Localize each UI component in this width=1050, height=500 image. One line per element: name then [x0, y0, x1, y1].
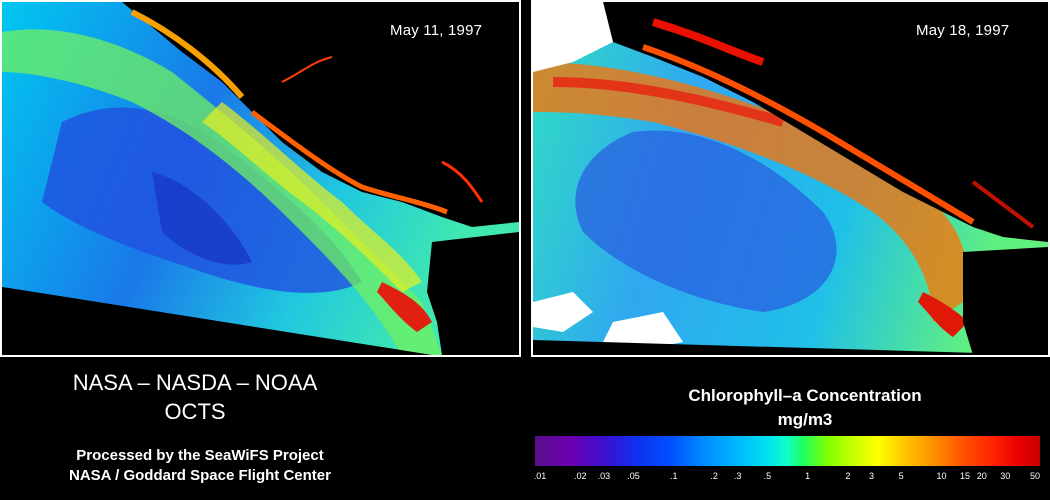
processed-by-text: Processed by the SeaWiFS Project: [76, 447, 324, 464]
tick-label: 50: [1029, 471, 1041, 481]
date-label-right: May 18, 1997: [916, 22, 1010, 39]
tick-label: 2: [845, 471, 851, 481]
tick-label: 10: [936, 471, 947, 481]
chlorophyll-map-may-11: [2, 2, 519, 355]
sensor-title: OCTS: [164, 399, 226, 424]
date-label-left: May 11, 1997: [390, 22, 483, 39]
color-scale-bar: [535, 436, 1040, 466]
tick-label: .03: [597, 471, 611, 481]
tick-label: .3: [733, 471, 742, 481]
legend-title: Chlorophyll–a Concentration: [688, 386, 922, 405]
legend-unit: mg/m3: [777, 410, 833, 429]
tick-label: .02: [574, 471, 587, 481]
center-text: NASA / Goddard Space Flight Center: [69, 467, 331, 484]
tick-label: .2: [710, 471, 718, 481]
tick-label: .1: [670, 471, 678, 481]
tick-label: .5: [763, 471, 772, 481]
chlorophyll-map-may-18: [533, 2, 1048, 355]
image-panel-may-11: May 11, 1997: [0, 0, 521, 357]
tick-label: 30: [1000, 471, 1011, 481]
tick-label: 15: [960, 471, 971, 481]
agency-title: NASA – NASDA – NOAA: [72, 370, 318, 395]
tick-label: .05: [627, 471, 640, 481]
image-panel-may-18: May 18, 1997: [531, 0, 1050, 357]
tick-label: 1: [805, 471, 811, 481]
tick-label: 20: [976, 471, 987, 481]
tick-label: .01: [533, 471, 547, 481]
tick-label: 5: [898, 471, 904, 481]
tick-label: 3: [868, 471, 874, 481]
